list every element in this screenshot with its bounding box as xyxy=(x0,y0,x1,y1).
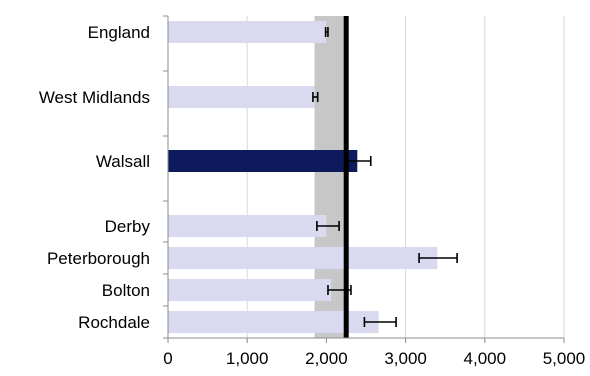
error-bar-derby xyxy=(316,221,340,231)
bar-west-midlands xyxy=(168,86,315,108)
error-bar-layer xyxy=(312,27,458,327)
x-tick-label-4: 4,000 xyxy=(464,349,507,368)
bar-rochdale xyxy=(168,311,379,333)
category-label-derby: Derby xyxy=(105,217,151,236)
x-tick-label-0: 0 xyxy=(163,349,172,368)
category-label-england: England xyxy=(88,23,150,42)
error-bar-bolton xyxy=(327,285,352,295)
bar-bolton xyxy=(168,279,332,301)
label-layer: England West Midlands Walsall Derby Peterbor… xyxy=(39,23,585,368)
error-bar-rochdale xyxy=(363,317,397,327)
category-label-peterborough: Peterborough xyxy=(47,249,150,268)
bar-walsall xyxy=(168,150,358,172)
error-bar-walsall xyxy=(344,156,372,166)
x-tick-label-1: 1,000 xyxy=(226,349,269,368)
category-label-bolton: Bolton xyxy=(102,281,150,300)
bar-england xyxy=(168,21,327,43)
bar-layer xyxy=(168,21,438,333)
axis-layer xyxy=(163,15,565,343)
category-label-walsall: Walsall xyxy=(96,152,150,171)
category-label-west-midlands: West Midlands xyxy=(39,88,150,107)
error-bar-west-midlands xyxy=(312,92,319,102)
error-bar-england xyxy=(324,27,329,37)
x-tick-label-2: 2,000 xyxy=(305,349,348,368)
category-label-rochdale: Rochdale xyxy=(78,313,150,332)
bar-peterborough xyxy=(168,247,438,269)
x-tick-label-5: 5,000 xyxy=(543,349,586,368)
error-bar-peterborough xyxy=(418,253,458,263)
x-tick-label-3: 3,000 xyxy=(384,349,427,368)
bar-derby xyxy=(168,215,327,237)
